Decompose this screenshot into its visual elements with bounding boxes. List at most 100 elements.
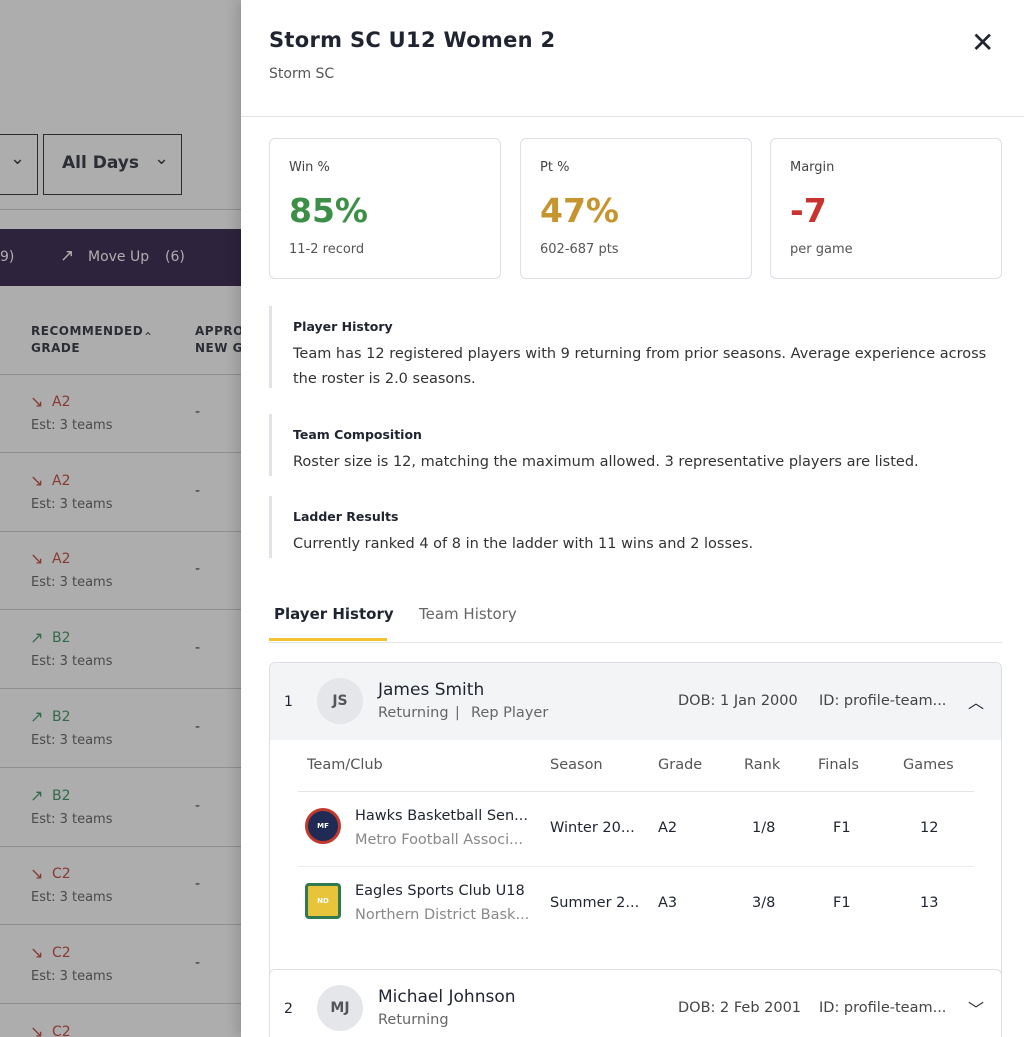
panel-subtitle: Storm SC bbox=[269, 66, 335, 82]
player-index: 1 bbox=[284, 694, 293, 710]
estimate: Est: 3 teams bbox=[31, 732, 113, 748]
approved: - bbox=[195, 561, 201, 578]
stat-sub: 11-2 record bbox=[289, 242, 365, 257]
estimate: Est: 3 teams bbox=[31, 496, 113, 512]
grade: A3 bbox=[658, 895, 678, 911]
expand-toggle[interactable]: ︿ bbox=[968, 693, 985, 712]
stat-sub: per game bbox=[790, 242, 853, 257]
panel-title: Storm SC U12 Women 2 bbox=[269, 28, 556, 52]
approved: - bbox=[195, 640, 201, 657]
bar-text[interactable]: Move Up bbox=[88, 249, 150, 265]
chevron: ⌄ bbox=[154, 148, 170, 169]
club-logo: MF bbox=[305, 808, 341, 844]
history-column: Season bbox=[550, 757, 603, 773]
note-text: Currently ranked 4 of 8 in the ladder wi… bbox=[293, 536, 754, 552]
divider bbox=[0, 609, 241, 611]
player-card: 2 MJ Michael Johnson Returning DOB: 2 Feb 20… bbox=[269, 969, 1002, 1037]
tab[interactable]: Team History bbox=[419, 605, 517, 623]
history-column: Team/Club bbox=[307, 757, 383, 773]
background-page: ⌄ All Days ⌄ 9) ↗ Move Up (6) RECOMMENDED GRADE… bbox=[0, 0, 241, 1037]
stat-card: Pt % 47% 602-687 pts bbox=[520, 138, 752, 279]
grade: A2 bbox=[52, 394, 71, 410]
grade: B2 bbox=[52, 708, 71, 725]
season: Winter 20... bbox=[550, 820, 635, 836]
divider bbox=[298, 791, 974, 792]
stat-label: Win % bbox=[289, 160, 330, 175]
club-name: Metro Football Associ... bbox=[355, 832, 523, 848]
rank: 3/8 bbox=[752, 895, 776, 911]
note-text: Roster size is 12, matching the maximum … bbox=[293, 454, 919, 470]
tag-separator: | bbox=[455, 705, 460, 721]
trend-icon down: ↘ bbox=[30, 942, 44, 962]
grade: C2 bbox=[52, 944, 71, 961]
season: Summer 2... bbox=[550, 895, 640, 911]
note-section: Team Composition Roster size is 12, match… bbox=[269, 414, 1005, 476]
history-column: Finals bbox=[818, 757, 859, 773]
player-tag: Returning bbox=[378, 1012, 449, 1028]
stat-card: Margin -7 per game bbox=[770, 138, 1002, 279]
divider bbox=[0, 924, 241, 926]
divider bbox=[0, 1002, 241, 1004]
divider bbox=[0, 209, 241, 210]
close-button[interactable]: ✕ bbox=[971, 26, 995, 59]
trend-icon down: ↘ bbox=[30, 1021, 44, 1037]
trend-icon down: ↘ bbox=[30, 470, 44, 490]
team-name: Hawks Basketball Sen... bbox=[355, 808, 528, 824]
approved: - bbox=[195, 876, 201, 893]
dropdown[interactable] bbox=[0, 134, 38, 195]
estimate: Est: 3 teams bbox=[31, 890, 113, 906]
divider bbox=[0, 766, 241, 768]
approved: - bbox=[195, 482, 201, 499]
player-card: 1 JS James Smith Returning | Rep Player DOB: 1… bbox=[269, 662, 1002, 984]
approved: - bbox=[195, 1034, 200, 1037]
note-section: Player History Team has 12 registered pla… bbox=[269, 306, 1005, 388]
finals: F1 bbox=[833, 820, 851, 836]
approved: - bbox=[195, 954, 201, 971]
player-id: ID: profile-team... bbox=[819, 693, 947, 709]
stat-label: Pt % bbox=[540, 160, 570, 175]
expand-toggle[interactable]: ﹀ bbox=[968, 1000, 985, 1019]
player-id: ID: profile-team... bbox=[819, 1000, 947, 1016]
dropdown[interactable] bbox=[43, 134, 182, 195]
tab[interactable]: Player History bbox=[274, 605, 394, 623]
estimate: Est: 3 teams bbox=[31, 811, 113, 827]
avatar: MJ bbox=[317, 985, 363, 1031]
detail-panel: Storm SC U12 Women 2 Storm SC ✕ Win % 85% 11-… bbox=[241, 0, 1024, 1037]
player-index: 2 bbox=[284, 1001, 293, 1017]
stat-value: 47% bbox=[540, 191, 619, 230]
divider bbox=[269, 642, 1002, 643]
player-header[interactable] bbox=[270, 970, 1001, 1037]
grade: B2 bbox=[52, 787, 71, 804]
team-name: Eagles Sports Club U18 bbox=[355, 883, 525, 899]
estimate: Est: 3 teams bbox=[31, 418, 113, 433]
stat-value: 85% bbox=[289, 191, 368, 230]
games: 12 bbox=[920, 820, 939, 836]
chevron: ⌄ bbox=[10, 148, 26, 169]
bar-text: (6) bbox=[165, 249, 185, 265]
note-heading: Team Composition bbox=[293, 427, 422, 442]
grade: B2 bbox=[52, 630, 71, 647]
divider bbox=[298, 866, 974, 867]
trend-icon up: ↗ bbox=[30, 785, 44, 805]
note-section: Ladder Results Currently ranked 4 of 8 in… bbox=[269, 496, 1005, 558]
rank: 1/8 bbox=[752, 820, 776, 836]
player-tag: Rep Player bbox=[471, 705, 549, 721]
divider bbox=[0, 452, 241, 453]
grade: A2 bbox=[52, 472, 71, 489]
stat-sub: 602-687 pts bbox=[540, 242, 619, 257]
games: 13 bbox=[920, 895, 939, 911]
grade: C2 bbox=[52, 866, 71, 883]
overlay[interactable] bbox=[0, 0, 241, 1037]
divider bbox=[0, 374, 241, 375]
history-column: Games bbox=[903, 757, 954, 773]
tab-indicator bbox=[269, 638, 387, 641]
trend-icon down: ↘ bbox=[30, 392, 44, 411]
player-header[interactable] bbox=[270, 663, 1001, 740]
trend-icon up: ↗ bbox=[30, 628, 44, 648]
icon: ↗ bbox=[60, 246, 75, 266]
column-header[interactable]: RECOMMENDED GRADE bbox=[31, 324, 144, 355]
note-text: Team has 12 registered players with 9 re… bbox=[293, 346, 987, 387]
club-logo: ND bbox=[305, 883, 341, 919]
player-name: James Smith bbox=[378, 680, 485, 700]
estimate: Est: 3 teams bbox=[31, 968, 113, 984]
